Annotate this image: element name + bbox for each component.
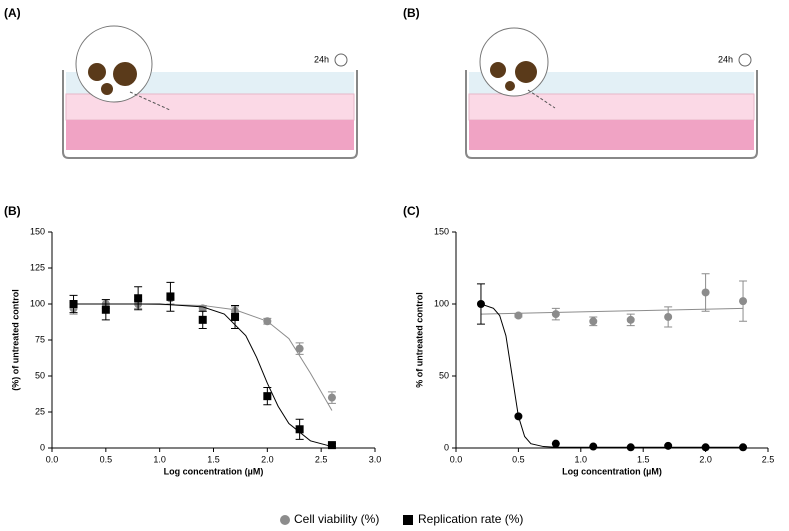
x-tick-label: 0.5 bbox=[512, 454, 525, 464]
well-diagram: 24h bbox=[465, 27, 758, 159]
data-point bbox=[263, 317, 272, 326]
well-diagram: 24h bbox=[62, 25, 358, 159]
data-point bbox=[295, 425, 304, 434]
x-tick-label: 3.0 bbox=[369, 454, 382, 464]
y-tick-label: 25 bbox=[35, 406, 45, 416]
x-tick-label: 2.5 bbox=[762, 454, 775, 464]
y-tick-label: 0 bbox=[40, 442, 45, 452]
time-label: 24h bbox=[314, 54, 329, 64]
fit-curve bbox=[480, 307, 744, 315]
legend-marker bbox=[280, 515, 290, 525]
data-point bbox=[739, 297, 748, 306]
panel-label: (A) bbox=[4, 6, 21, 20]
time-label: 24h bbox=[718, 54, 733, 64]
legend-marker bbox=[403, 515, 413, 525]
y-tick-label: 150 bbox=[30, 226, 45, 236]
data-point bbox=[69, 300, 78, 308]
x-tick-label: 0.0 bbox=[46, 454, 59, 464]
y-axis-label: % of untreated control bbox=[414, 292, 424, 388]
data-point bbox=[231, 312, 240, 321]
y-tick-label: 150 bbox=[434, 226, 449, 236]
data-point bbox=[166, 292, 175, 301]
data-point bbox=[198, 315, 207, 324]
data-point bbox=[664, 441, 673, 450]
data-point bbox=[739, 443, 748, 452]
legend-label: Cell viability (%) bbox=[294, 512, 379, 526]
y-tick-label: 50 bbox=[35, 370, 45, 380]
data-point bbox=[664, 312, 673, 321]
fit-curve bbox=[480, 303, 744, 448]
panel-label: (B) bbox=[403, 6, 420, 20]
x-tick-label: 1.0 bbox=[153, 454, 166, 464]
data-point bbox=[589, 442, 598, 451]
data-point bbox=[626, 315, 635, 324]
x-axis-label: Log concentration (µM) bbox=[562, 466, 662, 476]
data-point bbox=[476, 300, 485, 308]
data-point bbox=[263, 392, 272, 401]
y-tick-label: 125 bbox=[30, 262, 45, 272]
y-tick-label: 100 bbox=[434, 298, 449, 308]
y-tick-label: 0 bbox=[444, 442, 449, 452]
x-axis-label: Log concentration (µM) bbox=[164, 466, 264, 476]
data-point bbox=[101, 305, 110, 314]
data-point bbox=[701, 288, 710, 297]
data-point bbox=[626, 443, 635, 452]
data-point bbox=[514, 412, 523, 421]
x-tick-label: 1.5 bbox=[207, 454, 220, 464]
x-tick-label: 1.5 bbox=[637, 454, 650, 464]
x-tick-label: 2.5 bbox=[315, 454, 328, 464]
x-tick-label: 2.0 bbox=[699, 454, 712, 464]
data-point bbox=[551, 439, 560, 448]
data-point bbox=[551, 310, 560, 319]
data-point bbox=[589, 317, 598, 326]
x-tick-label: 2.0 bbox=[261, 454, 274, 464]
y-tick-label: 50 bbox=[439, 370, 449, 380]
data-point bbox=[134, 294, 143, 303]
x-tick-label: 0.0 bbox=[450, 454, 463, 464]
data-point bbox=[327, 393, 336, 402]
data-point bbox=[295, 344, 304, 353]
legend-label: Replication rate (%) bbox=[418, 512, 523, 526]
data-point bbox=[514, 311, 523, 320]
panel-label: (C) bbox=[403, 204, 420, 218]
y-axis-label: (%) of untreated control bbox=[10, 289, 20, 391]
data-point bbox=[701, 443, 710, 452]
y-tick-label: 75 bbox=[35, 334, 45, 344]
x-tick-label: 1.0 bbox=[575, 454, 588, 464]
data-point bbox=[327, 441, 336, 450]
y-tick-label: 100 bbox=[30, 298, 45, 308]
panel-label: (B) bbox=[4, 204, 21, 218]
x-tick-label: 0.5 bbox=[100, 454, 113, 464]
